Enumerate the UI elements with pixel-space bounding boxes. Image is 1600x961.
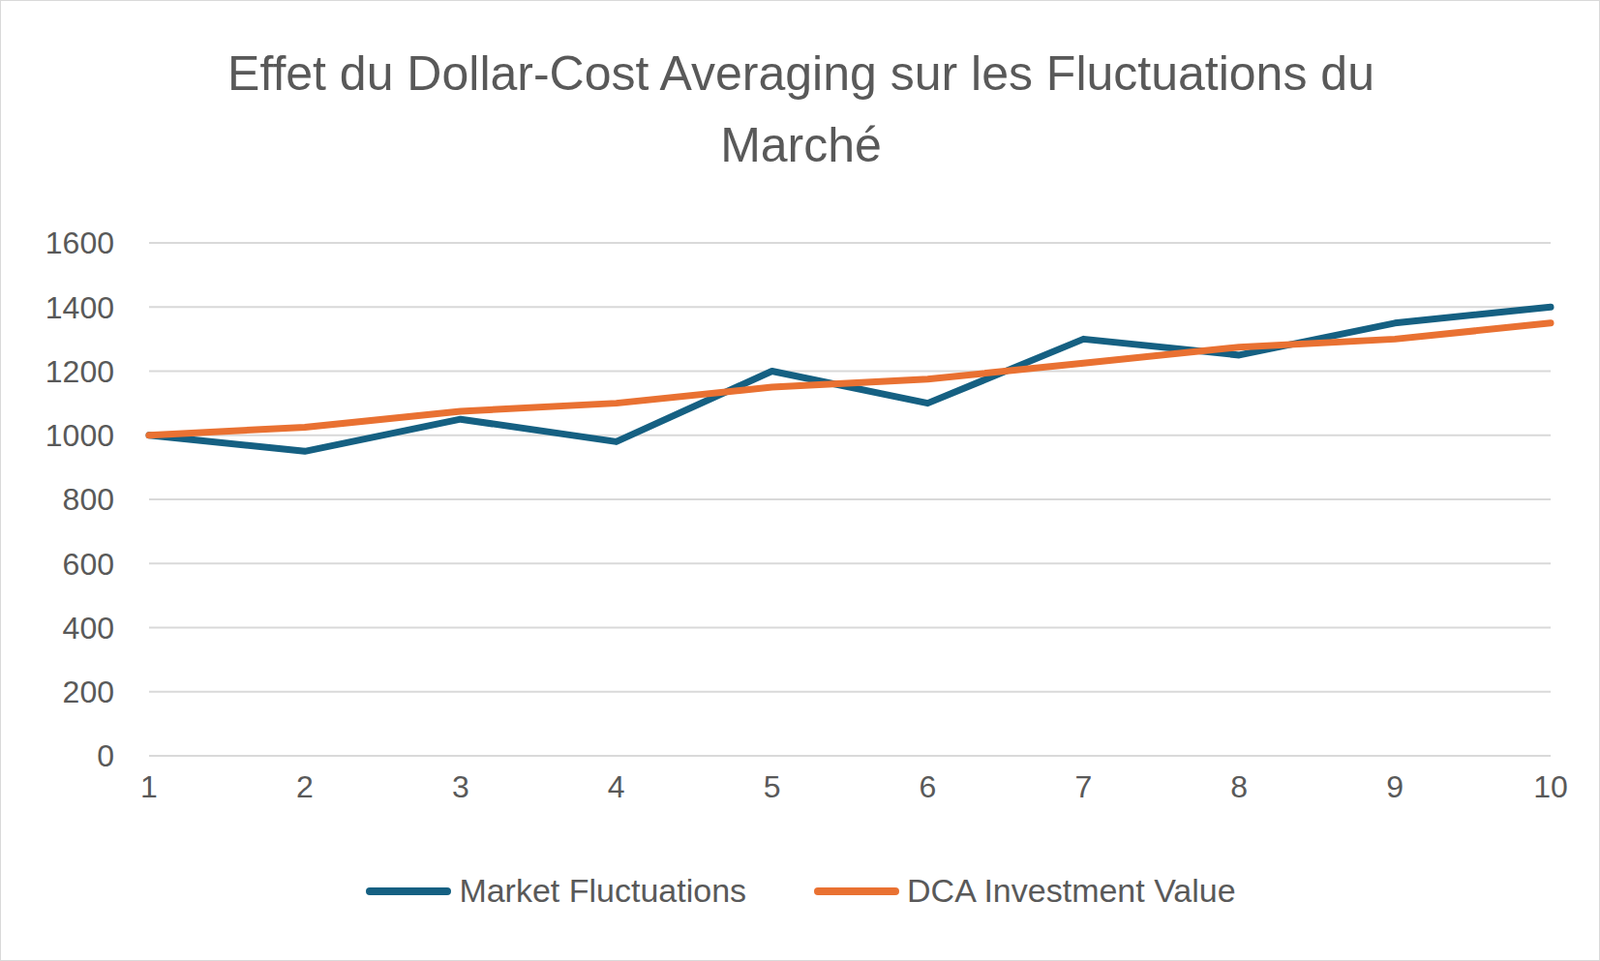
svg-text:600: 600	[62, 546, 115, 582]
html-text:Effet du Dollar-Cost Averaging: Effet du Dollar-Cost Averaging sur les F…	[227, 46, 1375, 173]
svg-text:1200: 1200	[45, 354, 115, 390]
svg-text:10: 10	[1533, 769, 1569, 805]
svg-text:0: 0	[96, 738, 115, 774]
svg-text:6: 6	[919, 769, 937, 805]
svg-text:400: 400	[62, 610, 115, 646]
svg-text:9: 9	[1386, 769, 1404, 805]
svg-text:1400: 1400	[45, 290, 115, 326]
svg-text:800: 800	[62, 482, 115, 517]
html-text:DCA Investment Value: DCA Investment Value	[907, 872, 1236, 909]
svg-text:7: 7	[1074, 769, 1092, 805]
html-text:Market Fluctuations: Market Fluctuations	[459, 872, 747, 909]
svg-text:8: 8	[1230, 769, 1248, 805]
svg-text:3: 3	[452, 769, 470, 805]
svg-text:200: 200	[62, 674, 115, 710]
svg-text:5: 5	[763, 769, 782, 805]
svg-text:1600: 1600	[45, 225, 115, 261]
svg-text:1: 1	[140, 769, 158, 805]
svg-text:4: 4	[607, 769, 626, 805]
svg-text:1000: 1000	[45, 418, 115, 453]
svg-text:2: 2	[296, 769, 314, 805]
